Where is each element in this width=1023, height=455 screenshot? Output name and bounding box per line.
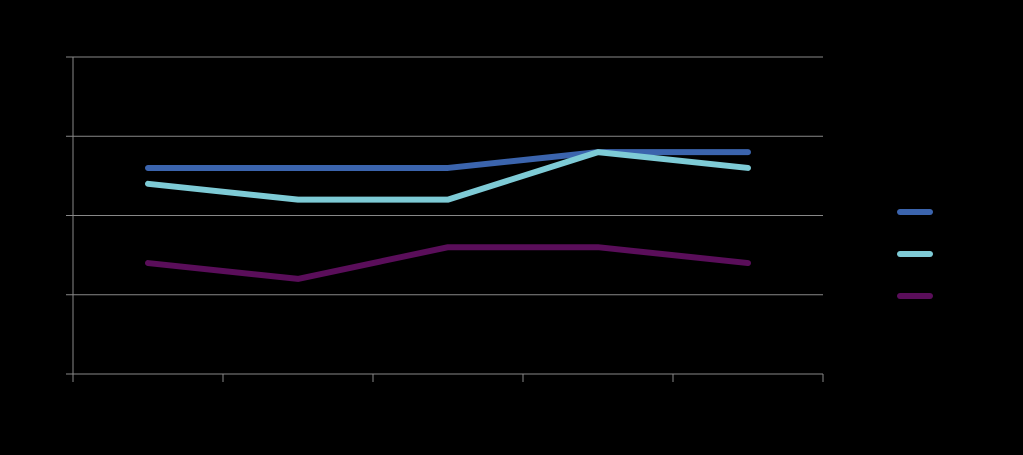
y-tick-label: 2 bbox=[54, 208, 61, 222]
y-tick-label: 0 bbox=[54, 366, 61, 380]
series-line bbox=[145, 244, 751, 282]
y-tick-label: 4 bbox=[54, 49, 61, 63]
y-tick-label: 1 bbox=[54, 287, 61, 301]
series-line bbox=[145, 149, 751, 171]
series-line bbox=[145, 149, 751, 203]
y-tick-label: 3 bbox=[54, 128, 61, 142]
